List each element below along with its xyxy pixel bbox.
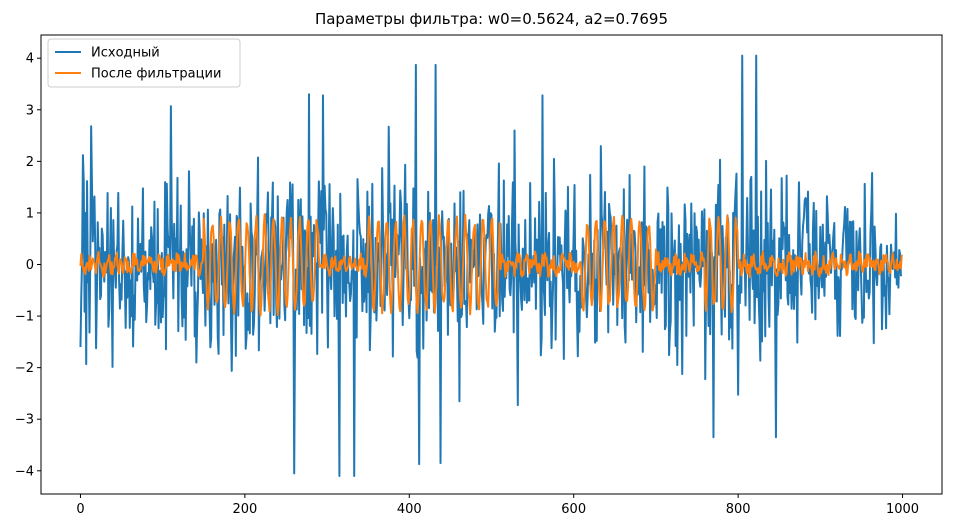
x-tick-label: 800 [726,502,751,517]
legend-label-original: Исходный [91,46,160,61]
y-tick-label: 0 [26,258,34,273]
y-tick-label: −1 [15,310,34,325]
series-line-filtered [79,213,903,317]
legend-label-filtered: После фильтрации [91,67,221,82]
y-tick-label: 1 [26,206,34,221]
y-tick-label: −4 [15,464,34,479]
x-tick-label: 200 [232,502,257,517]
x-tick-label: 1000 [886,502,919,517]
y-tick-label: −3 [15,413,34,428]
y-tick-label: 4 [26,52,34,67]
x-tick-label: 600 [561,502,586,517]
y-tick-label: 3 [26,103,34,118]
y-tick-label: −2 [15,361,34,376]
legend-box [47,38,241,88]
chart-title: Параметры фильтра: w0=0.5624, a2=0.7695 [315,10,668,28]
y-tick-label: 2 [26,155,34,170]
x-tick-label: 400 [397,502,422,517]
x-tick-label: 0 [76,502,84,517]
legend: Исходный После фильтрации [47,38,241,88]
